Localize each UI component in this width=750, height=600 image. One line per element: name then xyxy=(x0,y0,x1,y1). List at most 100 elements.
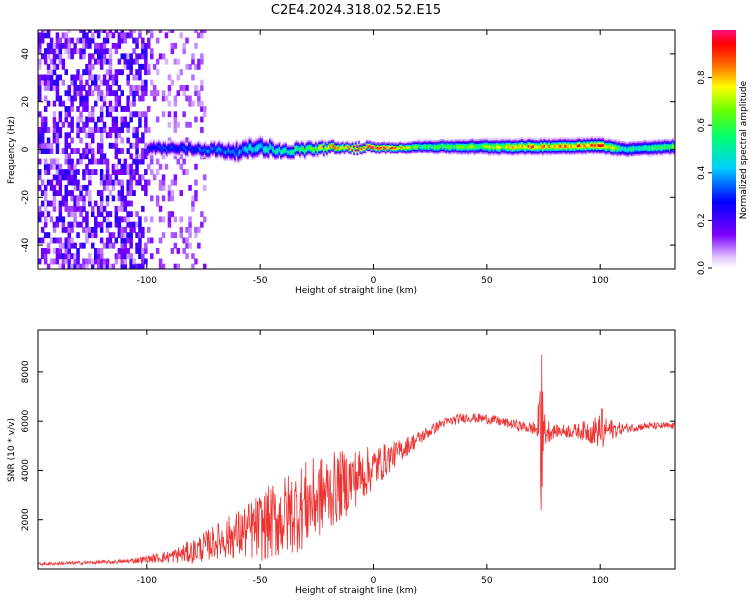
spectrogram-ridge-cell xyxy=(614,141,617,144)
spectrogram-ridge-cell xyxy=(192,152,195,155)
spectrogram-ridge-cell xyxy=(281,153,284,156)
spectrogram-noise-cell xyxy=(96,142,101,149)
spectrogram-noise-cell xyxy=(38,74,42,81)
spectrogram-noise-cell xyxy=(99,132,104,139)
spectrogram-ridge-cell xyxy=(502,149,505,151)
spectrogram-ridge-cell xyxy=(280,155,283,157)
spectrogram-ridge-cell xyxy=(668,154,671,157)
spectrogram-ridge-cell xyxy=(346,147,349,149)
spectrogram-ridge-cell xyxy=(234,152,237,155)
spectrogram-ridge-cell xyxy=(280,152,283,155)
spectrogram-ridge-cell xyxy=(224,159,227,162)
spectrogram-ridge-cell xyxy=(327,145,330,148)
spectrogram-ridge-cell xyxy=(162,141,165,144)
spectrogram-ridge-cell xyxy=(645,144,648,147)
spectrogram-ridge-cell xyxy=(551,140,554,143)
spectrogram-ridge-cell xyxy=(516,144,519,146)
spectrogram-ridge-cell xyxy=(521,151,524,154)
y-tick-label: 2000 xyxy=(21,508,31,531)
spectrogram-ridge-cell xyxy=(265,139,268,141)
spectrogram-noise-cell xyxy=(173,179,178,186)
spectrogram-noise-cell xyxy=(94,200,98,207)
spectrogram-ridge-cell xyxy=(570,153,573,156)
spectrogram-noise-cell xyxy=(144,85,148,91)
spectrogram-ridge-cell xyxy=(602,143,605,146)
spectrogram-ridge-cell xyxy=(641,146,644,149)
spectrogram-noise-cell xyxy=(150,48,154,55)
spectrogram-ridge-cell xyxy=(456,143,459,145)
spectrogram-noise-cell xyxy=(161,53,166,60)
spectrogram-ridge-cell xyxy=(265,144,268,147)
spectrogram-ridge-cell xyxy=(516,139,519,142)
spectrogram-ridge-cell xyxy=(635,148,638,151)
spectrogram-ridge-cell xyxy=(470,147,473,149)
spectrogram-ridge-cell xyxy=(337,148,340,151)
spectrogram-ridge-cell xyxy=(491,152,494,154)
spectrogram-ridge-cell xyxy=(286,144,289,147)
spectrogram-ridge-cell xyxy=(634,145,637,148)
spectrogram-noise-cell xyxy=(108,30,113,33)
spectrogram-ridge-cell xyxy=(599,136,602,139)
spectrogram-noise-cell xyxy=(99,137,104,144)
spectrogram-noise-cell xyxy=(182,90,186,97)
spectrogram-noise-cell xyxy=(123,205,127,212)
spectrogram-ridge-cell xyxy=(203,151,206,154)
spectrogram-ridge-cell xyxy=(376,150,379,153)
spectrogram-ridge-cell xyxy=(603,139,606,141)
spectrogram-ridge-cell xyxy=(548,150,551,153)
spectrogram-ridge-cell xyxy=(276,150,279,152)
spectrogram-ridge-cell xyxy=(494,139,497,142)
spectrogram-ridge-cell xyxy=(464,147,467,150)
spectrogram-noise-cell xyxy=(120,195,124,202)
spectrogram-ridge-cell xyxy=(607,146,610,149)
spectrogram-ridge-cell xyxy=(281,146,284,149)
spectrogram-ridge-cell xyxy=(281,142,284,145)
spectrogram-ridge-cell xyxy=(565,153,568,156)
spectrogram-ridge-cell xyxy=(664,152,667,154)
spectrogram-ridge-cell xyxy=(632,143,635,146)
spectrogram-ridge-cell xyxy=(216,150,219,153)
spectrogram-noise-cell xyxy=(147,226,151,233)
spectrogram-ridge-cell xyxy=(645,148,648,151)
spectrogram-ridge-cell xyxy=(156,147,159,149)
spectrogram-ridge-cell xyxy=(448,151,451,154)
spectrogram-ridge-cell xyxy=(649,141,652,144)
spectrogram-ridge-cell xyxy=(549,149,552,152)
spectrogram-ridge-cell xyxy=(299,157,302,159)
spectrogram-ridge-cell xyxy=(534,139,537,142)
spectrogram-ridge-cell xyxy=(275,153,278,156)
spectrogram-ridge-cell xyxy=(227,155,230,158)
spectrogram-noise-cell xyxy=(185,253,189,260)
spectrogram-ridge-cell xyxy=(381,143,384,146)
spectrogram-ridge-cell xyxy=(440,144,443,147)
spectrogram-ridge-cell xyxy=(284,146,287,149)
spectrogram-ridge-cell xyxy=(429,146,432,149)
spectrogram-ridge-cell xyxy=(397,145,400,148)
spectrogram-ridge-cell xyxy=(576,148,579,151)
spectrogram-noise-cell xyxy=(88,174,92,181)
spectrogram-ridge-cell xyxy=(489,138,492,141)
spectrogram-ridge-cell xyxy=(259,151,262,154)
spectrogram-ridge-cell xyxy=(632,145,635,148)
spectrogram-ridge-cell xyxy=(322,151,325,154)
spectrogram-ridge-cell xyxy=(411,144,414,147)
spectrogram-ridge-cell xyxy=(538,153,541,156)
spectrogram-ridge-cell xyxy=(510,148,513,151)
spectrogram-ridge-cell xyxy=(191,145,194,148)
spectrogram-ridge-cell xyxy=(234,159,237,162)
spectrogram-ridge-cell xyxy=(292,154,295,157)
spectrogram-ridge-cell xyxy=(594,139,597,141)
spectrogram-noise-cell xyxy=(49,148,54,154)
spectrogram-ridge-cell xyxy=(549,148,552,151)
spectrogram-ridge-cell xyxy=(648,152,651,155)
spectrogram-ridge-cell xyxy=(481,138,484,141)
spectrogram-ridge-cell xyxy=(340,149,343,152)
spectrogram-ridge-cell xyxy=(408,144,411,147)
spectrogram-ridge-cell xyxy=(192,142,195,145)
spectrogram-ridge-cell xyxy=(223,157,226,160)
spectrogram-noise-cell xyxy=(129,200,133,207)
spectrogram-ridge-cell xyxy=(446,144,449,146)
spectrogram-ridge-cell xyxy=(354,141,357,143)
spectrogram-ridge-cell xyxy=(308,147,311,149)
spectrogram-ridge-cell xyxy=(153,144,156,147)
